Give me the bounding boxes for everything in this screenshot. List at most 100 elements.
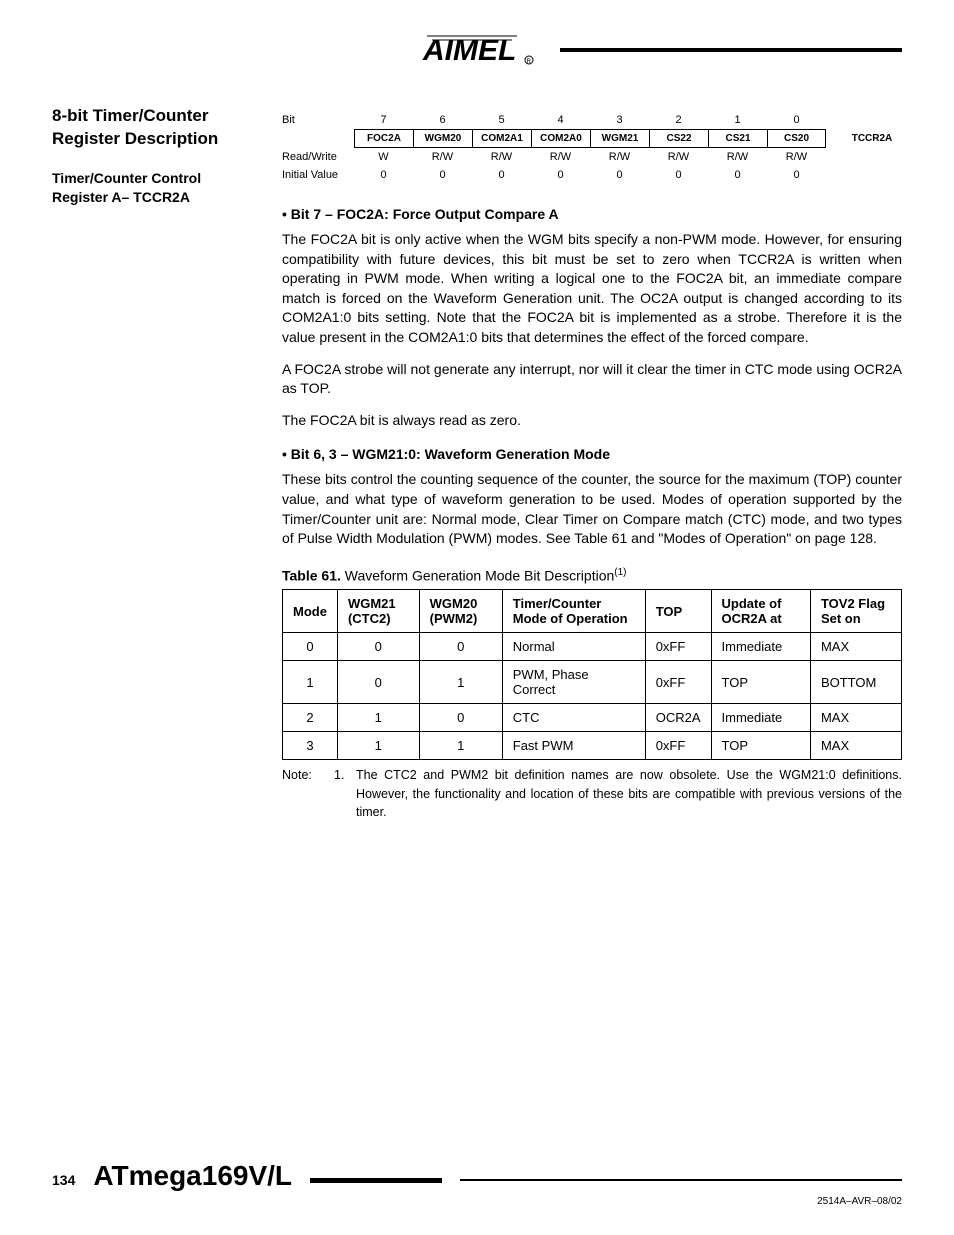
table-cell: BOTTOM — [810, 661, 901, 704]
table-cell: MAX — [810, 732, 901, 760]
table-cell: 1 — [419, 732, 502, 760]
bit-rw: R/W — [649, 148, 708, 166]
table-cell: 1 — [419, 661, 502, 704]
svg-text:R: R — [527, 59, 532, 65]
bit-initial: 0 — [649, 166, 708, 184]
bit-initial: 0 — [413, 166, 472, 184]
bit-initial: 0 — [767, 166, 826, 184]
reg-row-label: Bit — [282, 114, 354, 126]
table-cell: TOP — [711, 661, 810, 704]
table-cell: 0 — [283, 633, 338, 661]
table-caption: Table 61. Waveform Generation Mode Bit D… — [282, 567, 902, 584]
bit-number: 0 — [767, 111, 826, 129]
bit-initial: 0 — [590, 166, 649, 184]
bit-name: COM2A1 — [472, 129, 531, 148]
sidebar: 8-bit Timer/Counter Register Description… — [52, 105, 252, 821]
bit-number: 7 — [354, 111, 413, 129]
bit-number: 2 — [649, 111, 708, 129]
table-header: WGM20 (PWM2) — [419, 590, 502, 633]
table-cell: Immediate — [711, 633, 810, 661]
footer-rule-thick — [310, 1178, 442, 1183]
table-row: 101PWM, Phase Correct0xFFTOPBOTTOM — [283, 661, 902, 704]
register-diagram: Bit 76543210 FOC2AWGM20COM2A1COM2A0WGM21… — [282, 111, 902, 184]
section-title: 8-bit Timer/Counter Register Description — [52, 105, 252, 151]
table-cell: 3 — [283, 732, 338, 760]
bit-name: WGM21 — [590, 129, 649, 148]
bit-initial: 0 — [708, 166, 767, 184]
bit-heading: Bit 7 – FOC2A: Force Output Compare A — [282, 206, 902, 222]
table-cell: TOP — [711, 732, 810, 760]
bit-rw: R/W — [767, 148, 826, 166]
table-cell: 0 — [337, 633, 419, 661]
table-header: WGM21 (CTC2) — [337, 590, 419, 633]
bit-name: COM2A0 — [531, 129, 590, 148]
reg-row-label: Initial Value — [282, 169, 354, 181]
table-cell: 0xFF — [645, 661, 711, 704]
bit-number: 1 — [708, 111, 767, 129]
table-cell: 0xFF — [645, 732, 711, 760]
table-cell: OCR2A — [645, 704, 711, 732]
bit-initial: 0 — [354, 166, 413, 184]
table-row: 311Fast PWM0xFFTOPMAX — [283, 732, 902, 760]
table-cell: MAX — [810, 633, 901, 661]
table-cell: 1 — [283, 661, 338, 704]
bit-name: CS22 — [649, 129, 708, 148]
table-cell: MAX — [810, 704, 901, 732]
page-footer: 134 ATmega169V/L 2514A–AVR–08/02 — [52, 1160, 902, 1207]
table-header: TOP — [645, 590, 711, 633]
bit-rw: R/W — [708, 148, 767, 166]
table-cell: 0 — [419, 633, 502, 661]
subsection-title: Timer/Counter Control Register A– TCCR2A — [52, 169, 252, 208]
table-cell: Fast PWM — [502, 732, 645, 760]
body-paragraph: These bits control the counting sequence… — [282, 470, 902, 548]
body-paragraph: The FOC2A bit is only active when the WG… — [282, 230, 902, 348]
bit-name: CS21 — [708, 129, 767, 148]
reg-row-label: Read/Write — [282, 151, 354, 163]
table-row: 210CTCOCR2AImmediateMAX — [283, 704, 902, 732]
table-header: TOV2 Flag Set on — [810, 590, 901, 633]
table-header: Timer/Counter Mode of Operation — [502, 590, 645, 633]
bit-number: 3 — [590, 111, 649, 129]
table-header: Update of OCR2A at — [711, 590, 810, 633]
bit-number: 4 — [531, 111, 590, 129]
body-paragraph: A FOC2A strobe will not generate any int… — [282, 360, 902, 399]
bit-initial: 0 — [472, 166, 531, 184]
bit-rw: R/W — [413, 148, 472, 166]
table-header: Mode — [283, 590, 338, 633]
main-content: Bit 76543210 FOC2AWGM20COM2A1COM2A0WGM21… — [282, 105, 902, 821]
bit-name: FOC2A — [354, 129, 413, 148]
bit-rw: R/W — [531, 148, 590, 166]
table-cell: 1 — [337, 732, 419, 760]
table-note: Note: 1. The CTC2 and PWM2 bit definitio… — [282, 766, 902, 820]
table-cell: 0 — [337, 661, 419, 704]
bit-rw: R/W — [472, 148, 531, 166]
page-header: AIMEL R — [52, 30, 902, 75]
bit-number: 6 — [413, 111, 472, 129]
table-row: 000Normal0xFFImmediateMAX — [283, 633, 902, 661]
header-rule — [560, 48, 902, 52]
footer-rule-thin — [460, 1179, 902, 1181]
svg-text:AIMEL: AIMEL — [422, 34, 516, 67]
table-cell: 1 — [337, 704, 419, 732]
bit-initial: 0 — [531, 166, 590, 184]
table-cell: Normal — [502, 633, 645, 661]
atmel-logo: AIMEL R — [417, 30, 537, 75]
doc-code: 2514A–AVR–08/02 — [52, 1196, 902, 1207]
table-cell: CTC — [502, 704, 645, 732]
wgm-table: ModeWGM21 (CTC2)WGM20 (PWM2)Timer/Counte… — [282, 589, 902, 760]
table-cell: PWM, Phase Correct — [502, 661, 645, 704]
table-cell: 0 — [419, 704, 502, 732]
page-number: 134 — [52, 1172, 75, 1188]
table-cell: 2 — [283, 704, 338, 732]
register-name: TCCR2A — [842, 130, 902, 147]
bit-rw: W — [354, 148, 413, 166]
chip-name: ATmega169V/L — [93, 1160, 292, 1192]
body-paragraph: The FOC2A bit is always read as zero. — [282, 411, 902, 431]
bit-name: WGM20 — [413, 129, 472, 148]
bit-heading: Bit 6, 3 – WGM21:0: Waveform Generation … — [282, 446, 902, 462]
table-cell: 0xFF — [645, 633, 711, 661]
bit-rw: R/W — [590, 148, 649, 166]
bit-number: 5 — [472, 111, 531, 129]
table-cell: Immediate — [711, 704, 810, 732]
bit-name: CS20 — [767, 129, 826, 148]
